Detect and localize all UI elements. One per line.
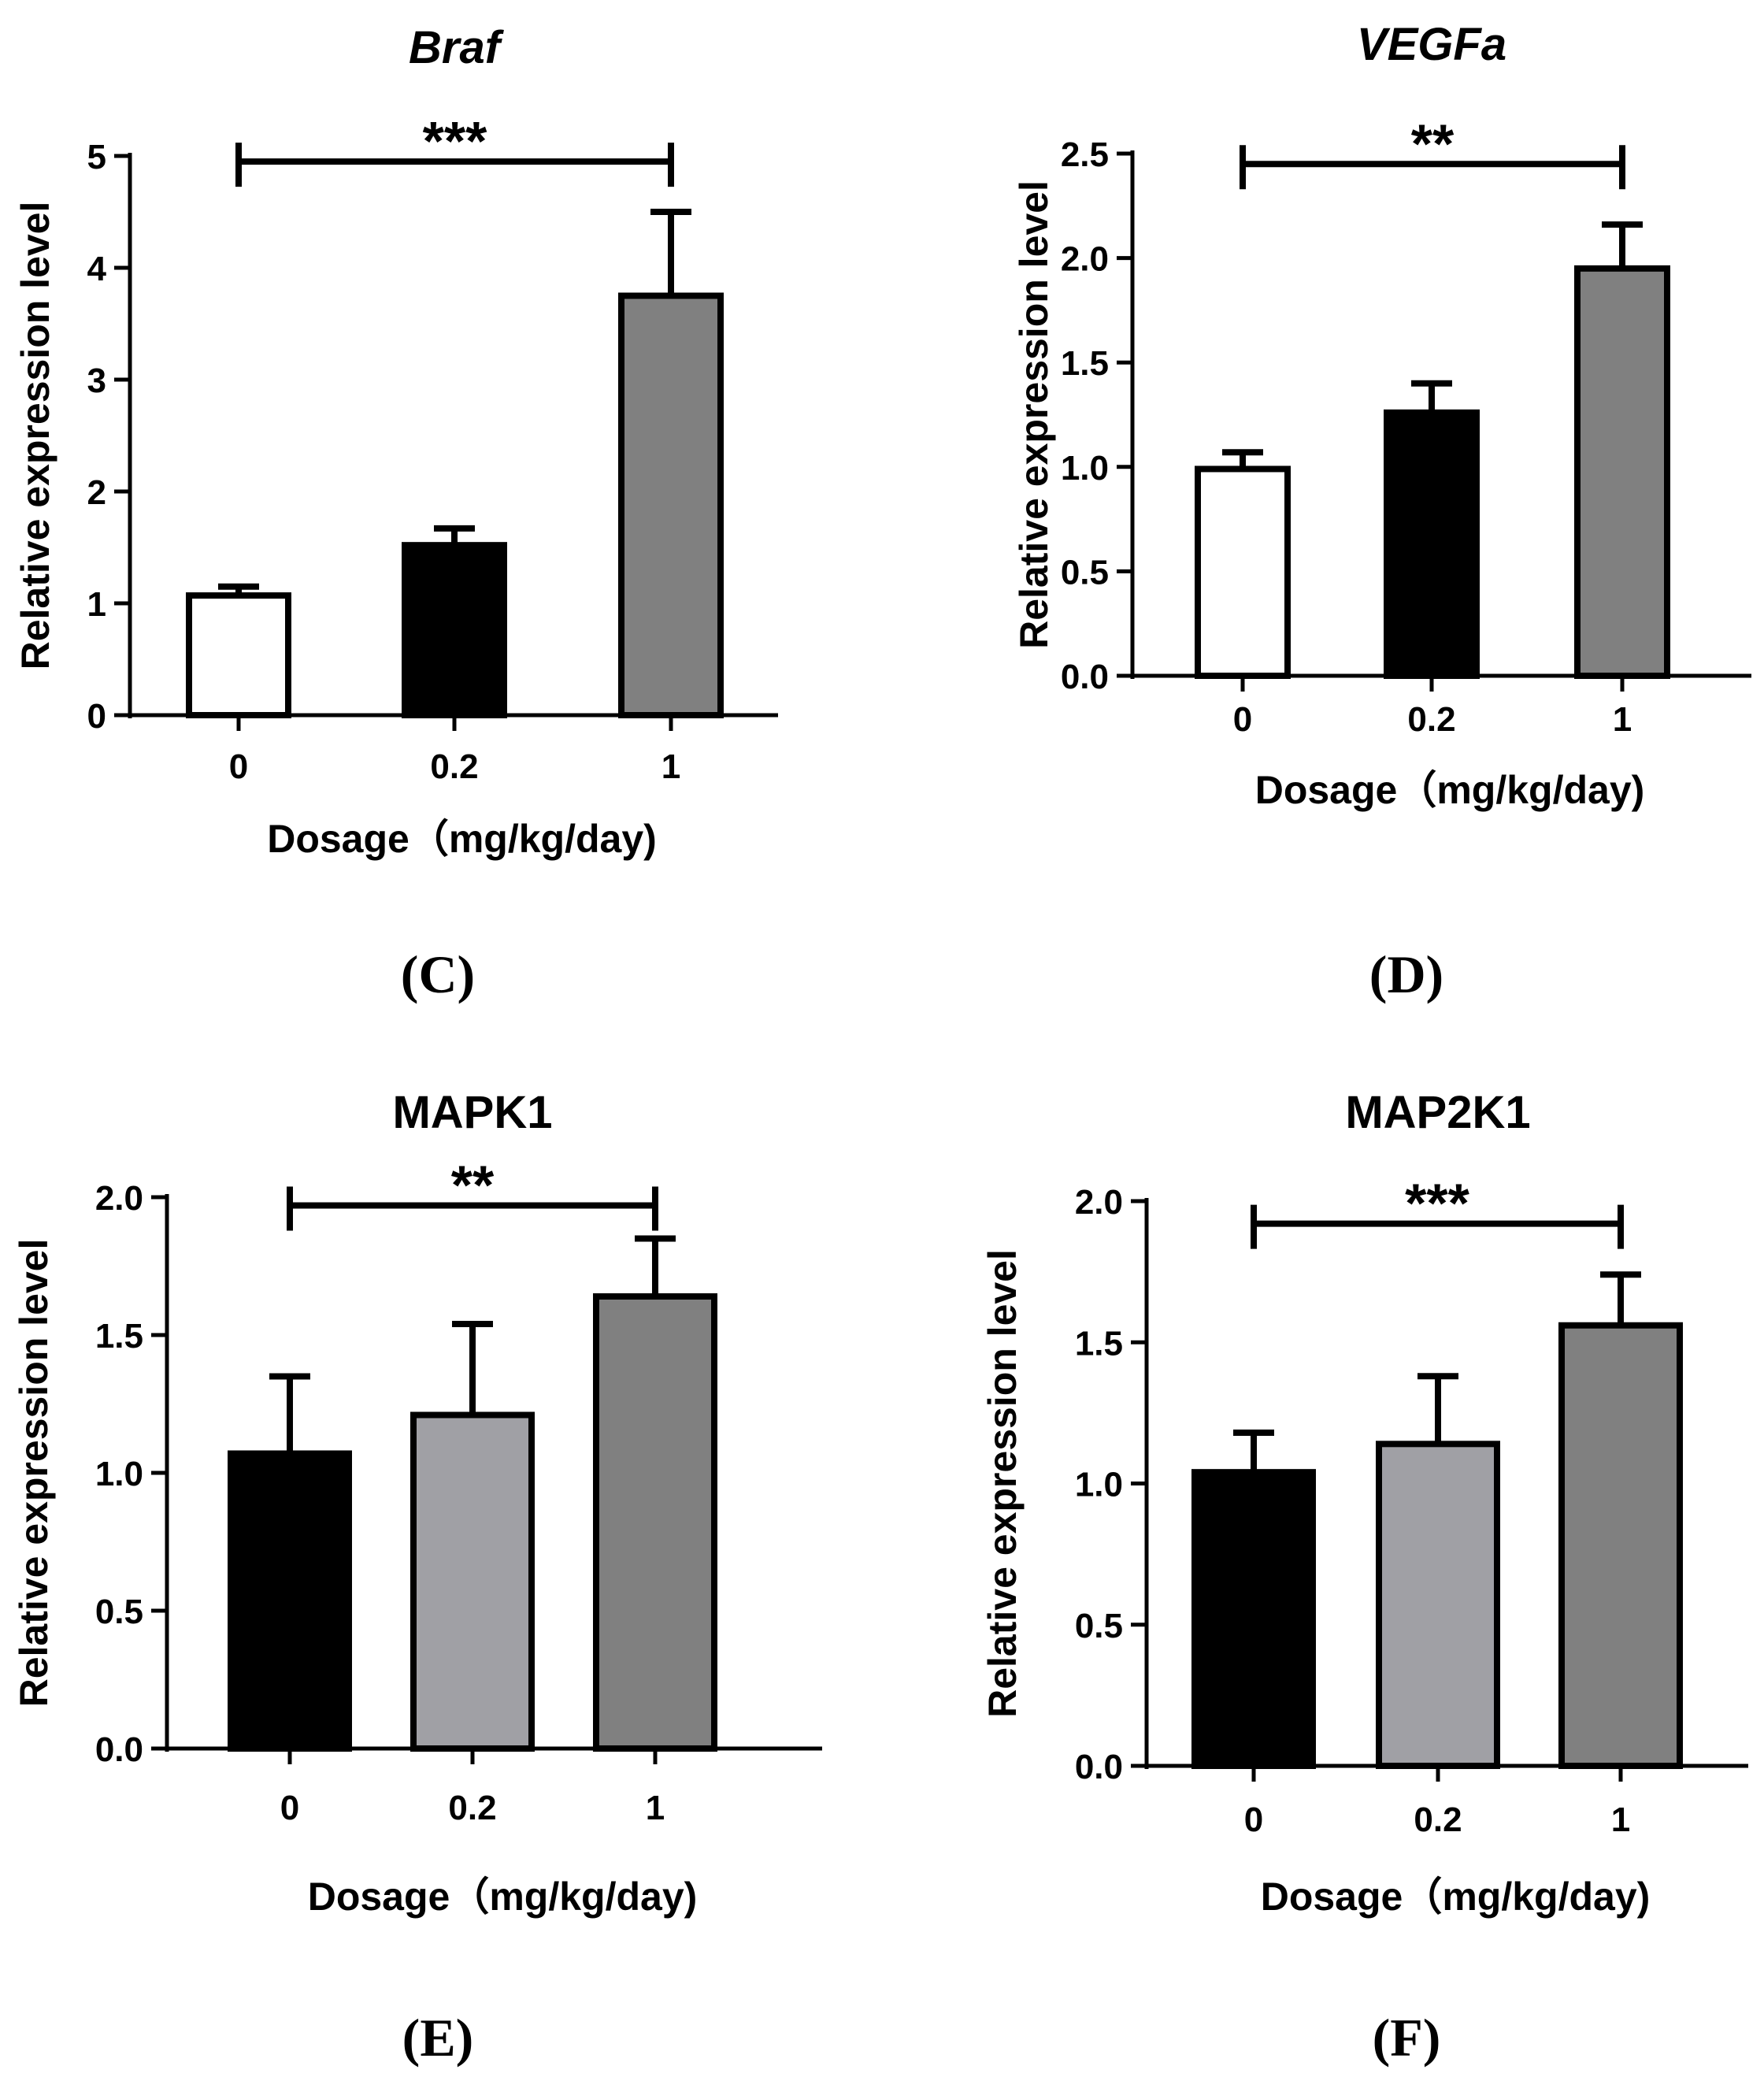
map2k1-xtick-label-0: 0: [1244, 1801, 1263, 1839]
map2k1-ytick-label-4: 2.0: [1075, 1183, 1123, 1222]
map2k1-ytick-label-1: 0.5: [1075, 1607, 1123, 1645]
braf-bar-0.2: [402, 542, 507, 718]
map2k1-bar-1: [1558, 1322, 1683, 1769]
chart-vegfa: VEGFa 0.0 0.5 1.0 1.5 2.0 2.5 0 0.2 1 Dosage（mg/kg…: [1012, 19, 1751, 812]
map2k1-y-label: Relative expression level: [980, 1249, 1025, 1718]
vegfa-y-label: Relative expression level: [1012, 180, 1056, 649]
braf-significance-label: ***: [423, 110, 487, 172]
chart-mapk1: MAPK1 0.0 0.5 1.0 1.5 2.0 0 0.2 1 Dosage（mg/kg/da…: [12, 1087, 822, 1919]
vegfa-xtick-label-0: 0: [1233, 700, 1252, 739]
mapk1-xtick-label-2: 1: [646, 1789, 665, 1827]
braf-bar-0: [186, 592, 291, 718]
mapk1-bar-0.2: [410, 1411, 535, 1752]
vegfa-ytick-label-4: 2.0: [1061, 240, 1109, 279]
vegfa-ytick-label-3: 1.5: [1061, 344, 1109, 383]
mapk1-ytick-label-0: 0.0: [95, 1730, 143, 1769]
braf-xtick-label-1: 0.2: [430, 747, 478, 786]
panel-label-d: (D): [1369, 944, 1443, 1004]
braf-ytick-label-5: 5: [87, 138, 106, 176]
vegfa-significance-label: **: [1411, 113, 1455, 174]
panel-label-e: (E): [402, 2008, 474, 2068]
vegfa-ytick-label-5: 2.5: [1061, 135, 1109, 174]
braf-ytick-label-2: 2: [87, 473, 106, 512]
map2k1-ytick-label-0: 0.0: [1075, 1748, 1123, 1786]
mapk1-x-label: Dosage（mg/kg/day): [308, 1875, 698, 1919]
braf-ytick-label-1: 1: [87, 585, 106, 624]
mapk1-bar-1: [593, 1293, 717, 1752]
map2k1-ytick-label-2: 1.0: [1075, 1466, 1123, 1504]
mapk1-ytick-label-4: 2.0: [95, 1179, 143, 1218]
panel-label-f: (F): [1373, 2008, 1441, 2068]
braf-bar-1: [618, 292, 724, 718]
mapk1-title: MAPK1: [392, 1087, 552, 1138]
vegfa-ytick-label-2: 1.0: [1061, 449, 1109, 488]
mapk1-ytick-label-3: 1.5: [95, 1317, 143, 1356]
braf-x-label: Dosage（mg/kg/day): [267, 817, 657, 861]
vegfa-x-label: Dosage（mg/kg/day): [1255, 768, 1645, 812]
vegfa-bar-0: [1195, 465, 1291, 680]
braf-ytick-label-4: 4: [87, 250, 107, 288]
map2k1-x-label: Dosage（mg/kg/day): [1261, 1875, 1651, 1919]
mapk1-xtick-label-0: 0: [280, 1789, 299, 1827]
braf-y-label: Relative expression level: [13, 202, 57, 670]
vegfa-ytick-label-0: 0.0: [1061, 658, 1109, 696]
mapk1-significance-label: **: [451, 1155, 495, 1216]
braf-xtick-label-0: 0: [229, 747, 248, 786]
map2k1-xtick-label-1: 0.2: [1414, 1801, 1462, 1839]
vegfa-bar-0.2: [1384, 409, 1480, 680]
panel-label-c: (C): [401, 944, 475, 1004]
map2k1-ytick-label-3: 1.5: [1075, 1324, 1123, 1363]
mapk1-ytick-label-1: 0.5: [95, 1593, 143, 1631]
map2k1-xtick-label-2: 1: [1611, 1801, 1630, 1839]
vegfa-bar-1: [1574, 265, 1670, 679]
vegfa-xtick-label-1: 0.2: [1407, 700, 1455, 739]
map2k1-bar-0: [1191, 1469, 1316, 1770]
vegfa-ytick-label-1: 0.5: [1061, 553, 1109, 592]
chart-map2k1: MAP2K1 0.0 0.5 1.0 1.5 2.0 0 0.2 1 Dosage（mg/kg/d…: [980, 1087, 1748, 1919]
map2k1-significance-label: ***: [1405, 1173, 1469, 1234]
braf-title: Braf: [409, 22, 505, 73]
mapk1-y-label: Relative expression level: [12, 1239, 56, 1708]
map2k1-title: MAP2K1: [1345, 1087, 1530, 1138]
mapk1-bar-0: [228, 1450, 352, 1752]
mapk1-ytick-label-2: 1.0: [95, 1455, 143, 1493]
braf-ytick-label-3: 3: [87, 362, 106, 400]
braf-xtick-label-2: 1: [662, 747, 680, 786]
mapk1-xtick-label-1: 0.2: [448, 1789, 496, 1827]
vegfa-xtick-label-2: 1: [1613, 700, 1632, 739]
map2k1-bar-0.2: [1376, 1441, 1500, 1770]
braf-ytick-label-0: 0: [87, 697, 106, 736]
vegfa-title: VEGFa: [1357, 19, 1506, 70]
